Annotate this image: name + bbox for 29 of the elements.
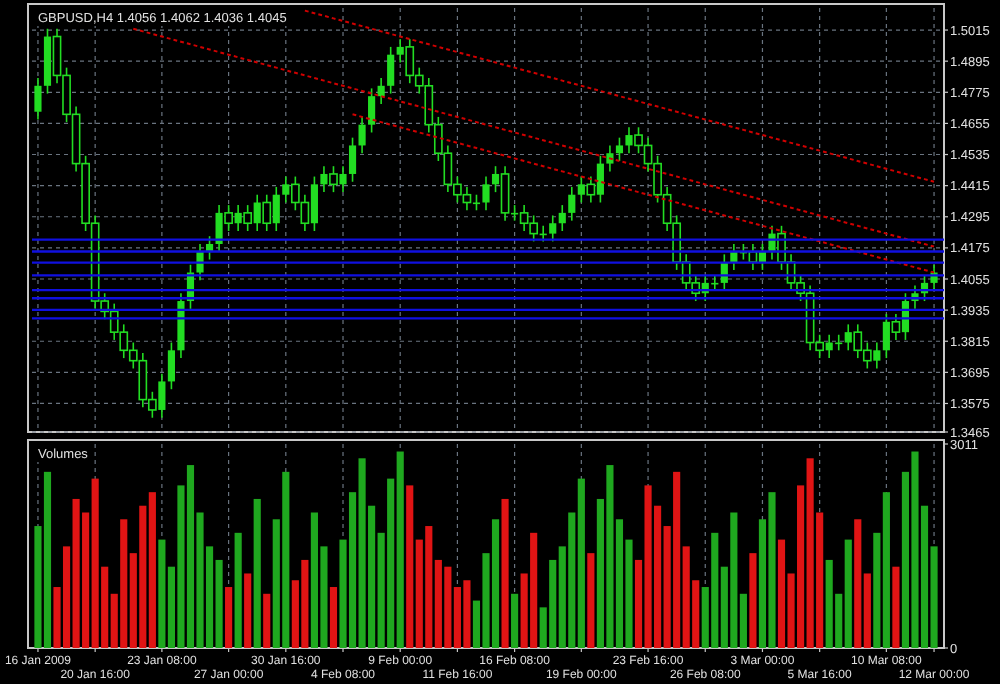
bar xyxy=(749,553,757,648)
candlestick xyxy=(167,341,175,391)
bar xyxy=(244,573,252,648)
candlestick xyxy=(500,165,510,222)
candlestick xyxy=(568,186,576,222)
bar xyxy=(263,593,271,648)
candlestick xyxy=(368,87,376,134)
candlestick xyxy=(358,116,366,155)
bar xyxy=(587,553,595,648)
candlestick xyxy=(377,77,385,105)
bar xyxy=(329,587,338,648)
candlestick xyxy=(243,204,253,232)
bar xyxy=(892,566,900,648)
candlestick xyxy=(387,46,395,95)
candlestick xyxy=(549,214,557,243)
bar xyxy=(225,587,233,648)
line-series xyxy=(132,27,936,248)
candlestick xyxy=(348,136,357,183)
candlestick xyxy=(606,144,614,173)
line-series xyxy=(303,9,936,183)
bar xyxy=(501,498,509,648)
candlestick xyxy=(558,204,566,232)
candlestick xyxy=(482,175,490,212)
candlestick xyxy=(34,77,42,121)
bar xyxy=(511,593,519,648)
bar xyxy=(234,532,242,648)
candlestick xyxy=(615,136,624,162)
bar xyxy=(253,498,261,648)
candlestick xyxy=(262,193,272,232)
